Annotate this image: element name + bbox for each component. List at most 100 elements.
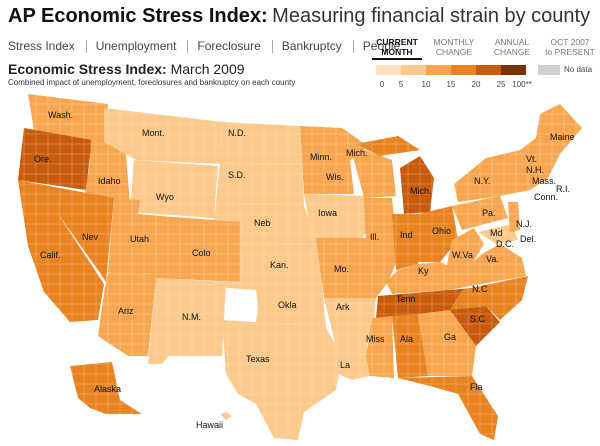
tab-monthly-change[interactable]: MONTHLY CHANGE <box>428 37 480 57</box>
state-labels: Wash. Mont. N.D. Minn. Mich. Maine Ore. Idaho S.… <box>34 110 575 430</box>
state-label: W.Va <box>452 250 473 260</box>
state-label: Iowa <box>318 208 337 218</box>
heading-title: Economic Stress Index: <box>8 61 167 77</box>
tab-line: MONTH <box>381 47 413 57</box>
state-label: Wis. <box>326 172 344 182</box>
tab-current-month[interactable]: CURRENT MONTH <box>372 37 422 60</box>
tab-line: to PRESENT <box>545 47 595 57</box>
state-label: N.J. <box>516 219 532 229</box>
legend-tick: 25 <box>496 80 506 89</box>
color-legend: 0 5 10 15 20 25 100** No data <box>372 65 598 95</box>
state-label: Ill. <box>370 232 379 242</box>
state-label: N.D. <box>228 128 246 138</box>
state-label: Minn. <box>310 152 332 162</box>
state-label: La <box>340 360 350 370</box>
state-label: Mass. <box>532 176 556 186</box>
state-label: Kan. <box>270 260 289 270</box>
state-label: N.Y. <box>474 176 490 186</box>
state-label: Wyo <box>156 192 174 202</box>
state-label: Miss <box>366 334 385 344</box>
nav-bankruptcy[interactable]: Bankruptcy <box>281 39 342 53</box>
legend-tick: 0 <box>379 80 385 89</box>
state-label: Ore. <box>34 154 52 164</box>
state-label: Utah <box>130 234 149 244</box>
state-label: Wash. <box>48 110 73 120</box>
state-texas[interactable] <box>222 308 342 440</box>
state-label: Ala <box>400 334 413 344</box>
state-indiana[interactable] <box>392 214 418 270</box>
legend-tick: 20 <box>471 80 481 89</box>
state-label: Ariz <box>118 306 134 316</box>
page-title: AP Economic Stress Index: Measuring fina… <box>8 5 598 33</box>
state-label: N.M. <box>182 312 201 322</box>
state-label: Idaho <box>98 176 121 186</box>
map-heading: Economic Stress Index: March 2009 <box>8 61 245 77</box>
state-label: Ark <box>336 302 350 312</box>
state-label: Mo. <box>334 264 349 274</box>
nav-separator <box>352 40 354 54</box>
nav-separator <box>85 40 87 54</box>
state-oklahoma[interactable] <box>226 282 326 328</box>
heading-period: March 2009 <box>170 61 245 77</box>
nav-separator <box>271 40 273 54</box>
state-label: Md <box>490 228 503 238</box>
state-label: Fla <box>470 382 483 392</box>
state-label: Vt. <box>526 154 537 164</box>
state-hawaii[interactable] <box>220 412 232 420</box>
state-label: Alaska <box>94 384 121 394</box>
state-label: N.C <box>472 284 488 294</box>
state-iowa[interactable] <box>304 194 372 238</box>
state-wyoming[interactable] <box>130 160 218 218</box>
state-florida[interactable] <box>398 376 498 440</box>
state-label: Ohio <box>432 226 451 236</box>
state-label: S.C <box>470 314 486 324</box>
nav-foreclosure[interactable]: Foreclosure <box>197 39 261 53</box>
legend-swatch <box>376 65 401 75</box>
nav-stress-index[interactable]: Stress Index <box>8 39 75 53</box>
state-label: Ky <box>418 266 429 276</box>
state-label: S.D. <box>228 170 246 180</box>
legend-swatch <box>501 65 526 75</box>
nav-unemployment[interactable]: Unemployment <box>95 39 177 53</box>
state-label: Calif. <box>40 250 61 260</box>
state-label: Okla <box>278 300 297 310</box>
us-county-map[interactable]: Wash. Mont. N.D. Minn. Mich. Maine Ore. Idaho S.… <box>0 94 600 446</box>
state-label: Mich. <box>346 148 368 158</box>
state-label: Va. <box>486 254 499 264</box>
legend-tick: 5 <box>398 80 404 89</box>
state-label: Nev <box>82 232 99 242</box>
tab-oct-2007-to-present[interactable]: OCT 2007 to PRESENT <box>542 37 598 57</box>
tab-line: CHANGE <box>493 47 531 57</box>
state-new-york[interactable] <box>454 150 530 202</box>
state-label: R.I. <box>556 184 570 194</box>
legend-tick: 100** <box>512 80 532 89</box>
legend-swatch <box>451 65 476 75</box>
tab-line: CHANGE <box>435 47 473 57</box>
period-mode-tabs: CURRENT MONTH MONTHLY CHANGE ANNUAL CHAN… <box>372 37 598 61</box>
legend-tick: 15 <box>446 80 456 89</box>
state-label: Ga <box>444 332 456 342</box>
state-michigan-lower[interactable] <box>400 156 434 214</box>
tab-line: CURRENT <box>376 37 418 47</box>
title-subtitle: Measuring financial strain by county <box>272 5 591 27</box>
metric-nav: Stress Index Unemployment Foreclosure Bankr… <box>8 39 411 55</box>
state-label: Hawaii <box>196 420 223 430</box>
tab-line: OCT 2007 <box>550 37 590 47</box>
state-south-dakota[interactable] <box>216 162 304 206</box>
legend-swatch <box>426 65 451 75</box>
legend-swatch <box>401 65 426 75</box>
title-main: AP Economic Stress Index: <box>8 5 268 27</box>
state-label: Texas <box>246 354 270 364</box>
state-label: Mich. <box>410 186 432 196</box>
state-arkansas[interactable] <box>324 298 376 338</box>
tab-line: MONTHLY <box>433 37 475 47</box>
state-label: Neb <box>254 218 271 228</box>
tab-line: ANNUAL <box>494 37 530 47</box>
map-description: Combined impact of unemployment, foreclo… <box>8 78 296 87</box>
nav-people[interactable]: People <box>362 39 401 53</box>
legend-swatch <box>476 65 501 75</box>
tab-annual-change[interactable]: ANNUAL CHANGE <box>486 37 538 57</box>
state-label: Mont. <box>142 128 165 138</box>
nav-separator <box>187 40 189 54</box>
state-label: Del. <box>520 234 536 244</box>
